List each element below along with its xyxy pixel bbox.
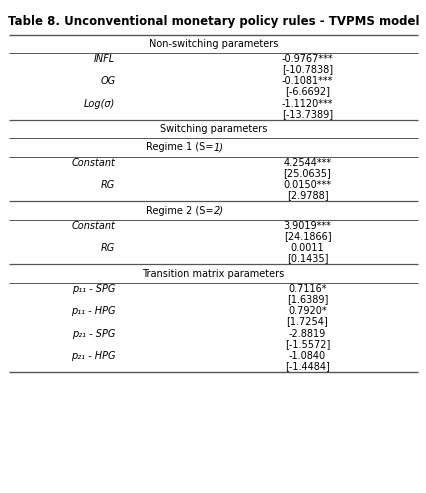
Text: p₂₁ - SPG: p₂₁ - SPG: [72, 329, 115, 339]
Text: Constant: Constant: [71, 158, 115, 168]
Text: Non-switching parameters: Non-switching parameters: [149, 38, 277, 49]
Text: Log(σ): Log(σ): [84, 99, 115, 109]
Text: Constant: Constant: [71, 221, 115, 231]
Text: 0.0011: 0.0011: [290, 244, 323, 253]
Text: [-1.5572]: [-1.5572]: [284, 339, 329, 349]
Text: 0.0150***: 0.0150***: [283, 180, 331, 190]
Text: -0.9767***: -0.9767***: [281, 54, 332, 64]
Text: [2.9788]: [2.9788]: [286, 190, 328, 200]
Text: 4.2544***: 4.2544***: [283, 158, 331, 168]
Text: [24.1866]: [24.1866]: [283, 231, 331, 241]
Text: Table 8. Unconventional monetary policy rules - TVPMS model: Table 8. Unconventional monetary policy …: [8, 15, 418, 28]
Text: p₂₁ - HPG: p₂₁ - HPG: [71, 352, 115, 361]
Text: Regime 1 (S=: Regime 1 (S=: [146, 142, 213, 152]
Text: 2): 2): [213, 206, 223, 215]
Text: [-10.7838]: [-10.7838]: [281, 64, 332, 74]
Text: [-13.7389]: [-13.7389]: [281, 109, 332, 119]
Text: -1.0840: -1.0840: [288, 352, 325, 361]
Text: 1): 1): [213, 142, 223, 152]
Text: -0.1081***: -0.1081***: [281, 76, 332, 86]
Text: [25.0635]: [25.0635]: [283, 168, 331, 177]
Text: Regime 2 (S=: Regime 2 (S=: [146, 206, 213, 215]
Text: INFL: INFL: [94, 54, 115, 64]
Text: -1.1120***: -1.1120***: [281, 99, 332, 109]
Text: [0.1435]: [0.1435]: [286, 253, 328, 263]
Text: RG: RG: [101, 180, 115, 190]
Text: 0.7920*: 0.7920*: [288, 307, 326, 317]
Text: Switching parameters: Switching parameters: [159, 124, 267, 134]
Text: [-6.6692]: [-6.6692]: [284, 86, 329, 96]
Text: [1.6389]: [1.6389]: [286, 294, 327, 304]
Text: RG: RG: [101, 244, 115, 253]
Text: Transition matrix parameters: Transition matrix parameters: [142, 269, 284, 279]
Text: p₁₁ - SPG: p₁₁ - SPG: [72, 284, 115, 294]
Text: OG: OG: [100, 76, 115, 86]
Text: p₁₁ - HPG: p₁₁ - HPG: [71, 307, 115, 317]
Text: 0.7116*: 0.7116*: [288, 284, 326, 294]
Text: [1.7254]: [1.7254]: [286, 317, 328, 326]
Text: [-1.4484]: [-1.4484]: [284, 361, 329, 371]
Text: 3.9019***: 3.9019***: [283, 221, 331, 231]
Text: -2.8819: -2.8819: [288, 329, 325, 339]
